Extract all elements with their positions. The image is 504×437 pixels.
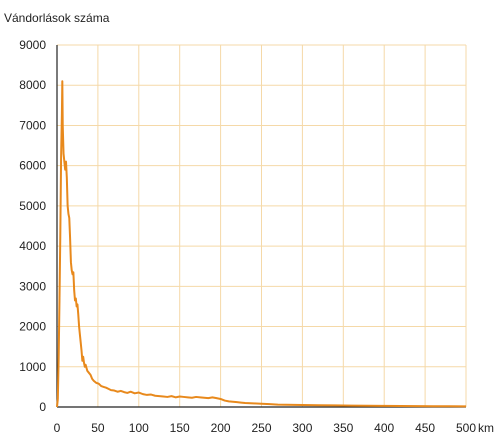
x-tick-label: 300 [292, 421, 312, 435]
y-tick-label: 4000 [19, 239, 46, 253]
series-line [56, 80, 467, 408]
axis-layer [56, 45, 466, 408]
x-tick-label: 50 [91, 421, 105, 435]
y-tick-label: 3000 [19, 279, 46, 293]
label-layer: Vándorlások száma 0100020003000400050006… [4, 11, 494, 435]
y-tick-label: 0 [39, 400, 46, 414]
x-tick-label: 200 [211, 421, 231, 435]
y-tick-label: 5000 [19, 199, 46, 213]
x-tick-label: 450 [415, 421, 435, 435]
x-axis-unit: km [478, 421, 494, 435]
y-tick-label: 9000 [19, 38, 46, 52]
x-tick-label: 0 [54, 421, 61, 435]
x-tick-label: 500 [456, 421, 476, 435]
y-tick-label: 8000 [19, 78, 46, 92]
grid-layer [57, 44, 467, 407]
y-axis-title: Vándorlások száma [4, 11, 110, 25]
y-tick-label: 7000 [19, 118, 46, 132]
series-layer [56, 80, 467, 408]
y-tick-label: 6000 [19, 159, 46, 173]
y-tick-label: 1000 [19, 360, 46, 374]
x-tick-label: 250 [251, 421, 271, 435]
x-tick-label: 350 [333, 421, 353, 435]
y-tick-label: 2000 [19, 320, 46, 334]
x-tick-label: 150 [170, 421, 190, 435]
x-tick-label: 400 [374, 421, 394, 435]
x-tick-label: 100 [129, 421, 149, 435]
